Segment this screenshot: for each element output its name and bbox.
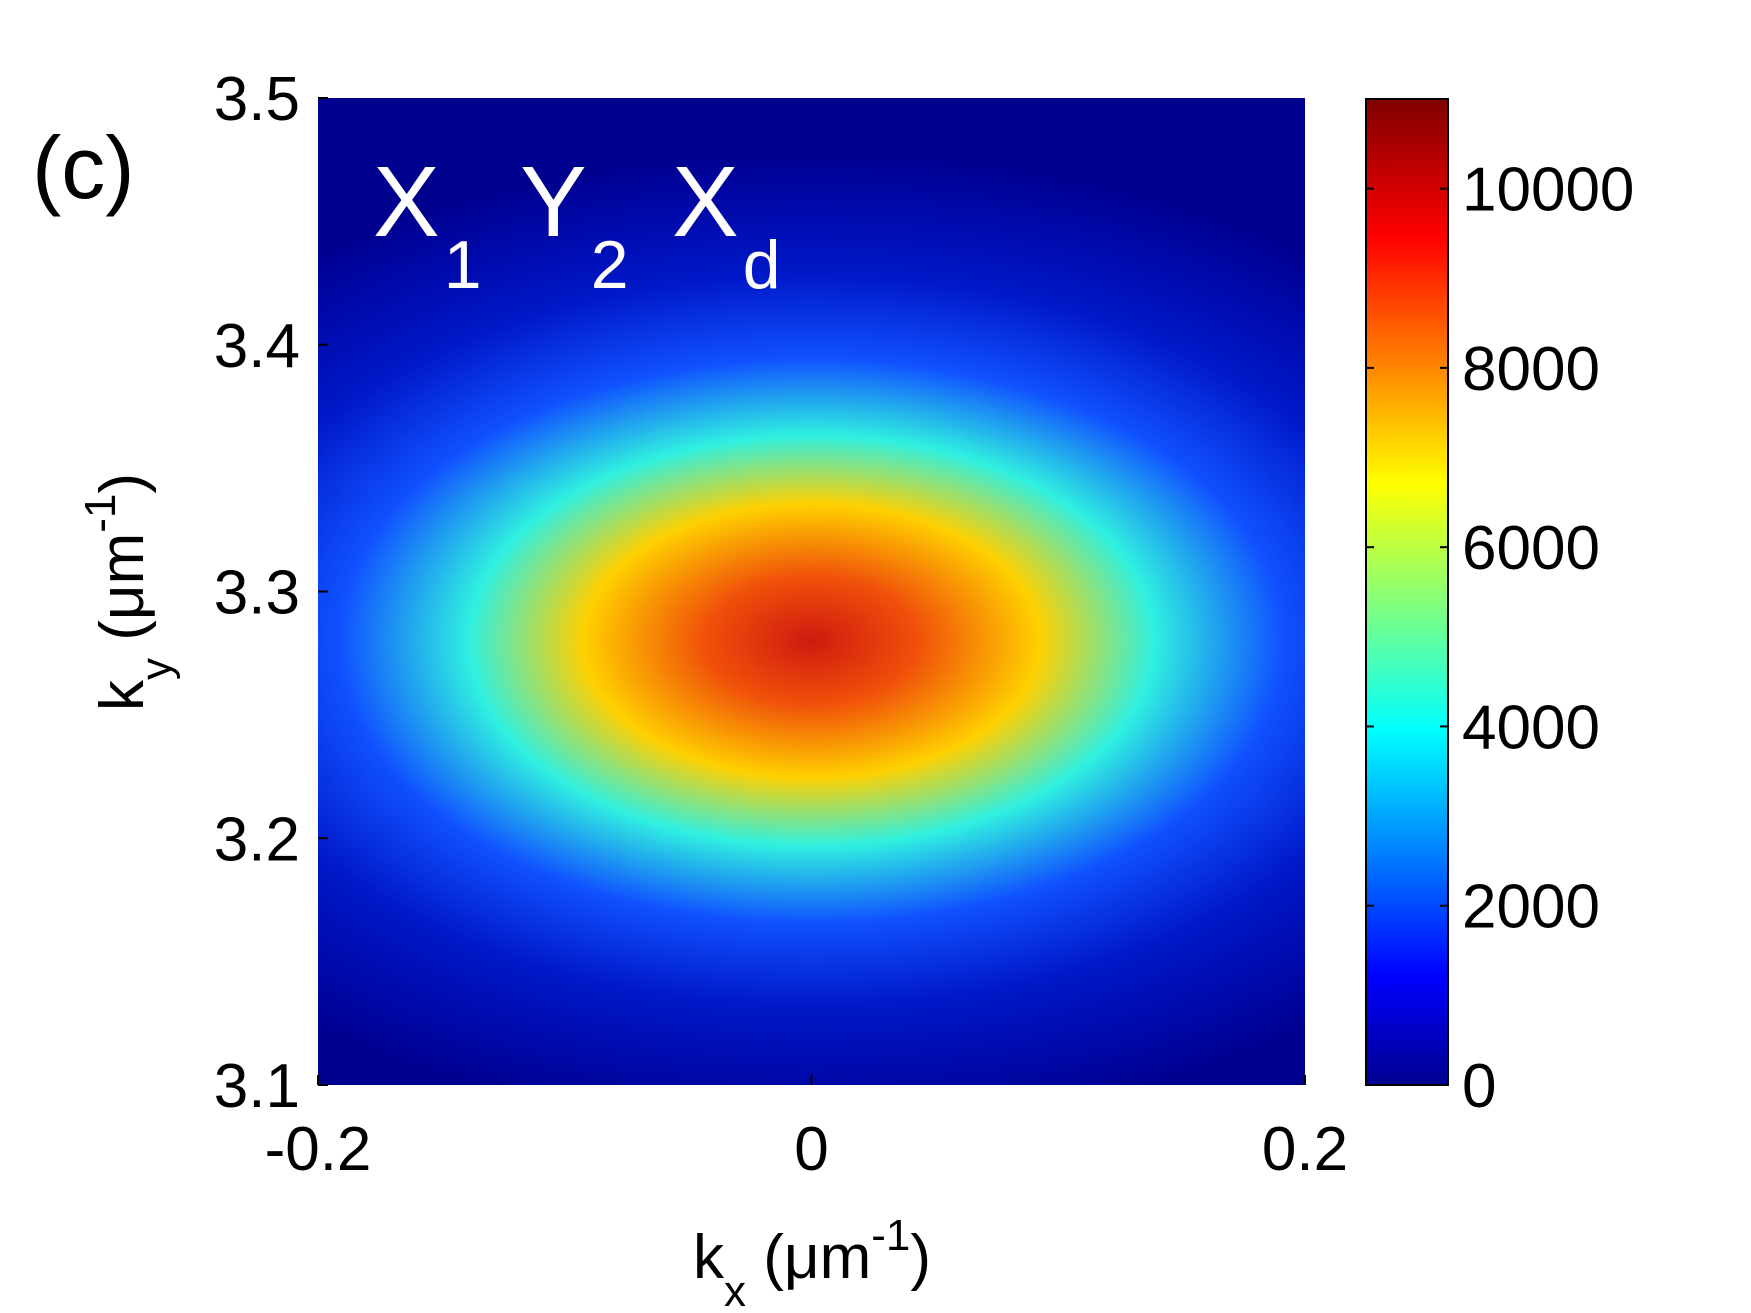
intensity-peak bbox=[318, 152, 1305, 1085]
heatmap-plot-area bbox=[318, 98, 1305, 1085]
annotation-x1: X1 bbox=[373, 146, 482, 303]
y-axis-ticks: 3.1 3.2 3.3 3.4 3.5 bbox=[214, 65, 328, 1121]
mode-annotation: X1 Y2 Xd bbox=[373, 146, 781, 303]
x-axis-label: kx (μm-1) bbox=[693, 1211, 931, 1313]
colorbar-tick-label: 8000 bbox=[1462, 335, 1600, 404]
colorbar bbox=[1365, 98, 1449, 1086]
colorbar-tick-label: 0 bbox=[1462, 1052, 1496, 1121]
y-tick-label: 3.3 bbox=[214, 559, 300, 628]
colorbar-tick-label: 6000 bbox=[1462, 514, 1600, 583]
y-tick-label: 3.2 bbox=[214, 805, 300, 874]
panel-label: (c) bbox=[32, 118, 135, 217]
annotation-y2: Y2 bbox=[520, 146, 629, 303]
x-tick-label: 0.2 bbox=[1262, 1115, 1348, 1184]
y-tick-label: 3.1 bbox=[214, 1052, 300, 1121]
x-axis-ticks: -0.2 0 0.2 bbox=[265, 1075, 1348, 1184]
x-tick-label: -0.2 bbox=[265, 1115, 372, 1184]
colorbar-tick-label: 4000 bbox=[1462, 693, 1600, 762]
annotation-xd: Xd bbox=[672, 146, 781, 303]
colorbar-tick-label: 10000 bbox=[1462, 156, 1634, 225]
colorbar-tick-label: 2000 bbox=[1462, 873, 1600, 942]
y-tick-label: 3.5 bbox=[214, 65, 300, 134]
colorbar-ticks: 0 2000 4000 6000 8000 10000 bbox=[1366, 156, 1634, 1121]
y-axis-label: ky (μm-1) bbox=[76, 473, 181, 711]
y-tick-label: 3.4 bbox=[214, 312, 300, 381]
x-tick-label: 0 bbox=[794, 1115, 828, 1184]
